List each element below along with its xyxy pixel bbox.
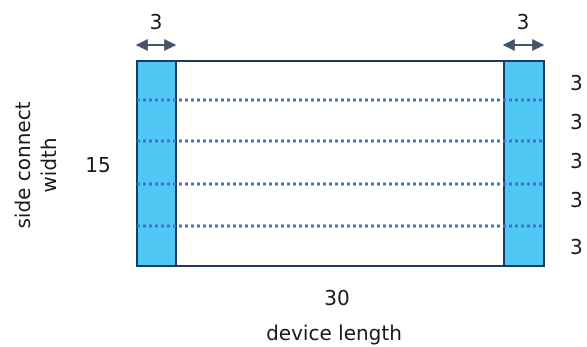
device-width-value: 15 (85, 153, 110, 177)
segment-label-4: 3 (570, 188, 583, 212)
left-contact-width-label: 3 (150, 10, 163, 34)
right-contact-width-label: 3 (517, 10, 530, 34)
side-connect-width-label: side connect width (11, 101, 61, 228)
device-body (136, 60, 545, 267)
right-side-contact (503, 60, 545, 267)
segment-label-2: 3 (570, 110, 583, 134)
device-length-value: 30 (324, 286, 349, 310)
device-length-label: device length (266, 321, 402, 345)
segment-label-1: 3 (570, 71, 583, 95)
side-connect-width-label-line2: width (37, 137, 61, 192)
left-side-contact (136, 60, 177, 267)
segment-label-5: 3 (570, 235, 583, 259)
side-connect-width-label-line1: side connect (11, 101, 35, 228)
segment-label-3: 3 (570, 149, 583, 173)
